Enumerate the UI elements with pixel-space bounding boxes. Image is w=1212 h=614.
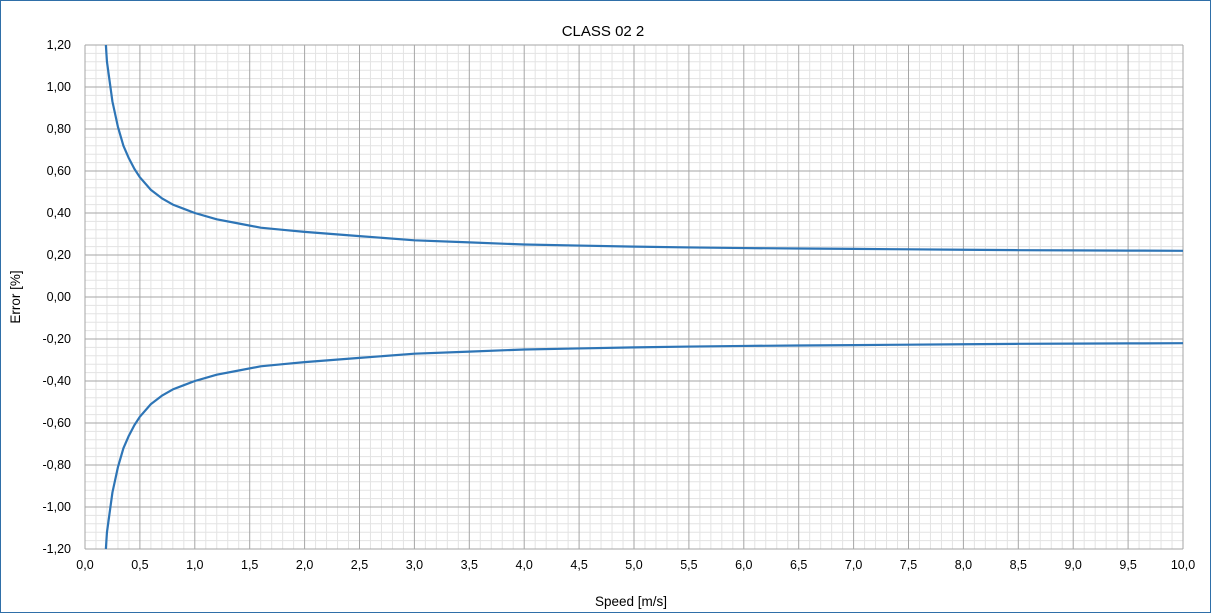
series-line-2: [104, 342, 1184, 550]
x-tick-label: 10,0: [1171, 558, 1195, 572]
x-tick-label: 4,5: [570, 558, 587, 572]
x-tick-label: 2,0: [296, 558, 313, 572]
x-tick-label: 0,5: [131, 558, 148, 572]
x-tick-label: 4,0: [516, 558, 533, 572]
x-tick-label: 9,0: [1065, 558, 1082, 572]
y-tick-label: 0,80: [47, 122, 71, 136]
x-tick-label: 0,0: [76, 558, 93, 572]
x-tick-label: 2,5: [351, 558, 368, 572]
y-tick-label: -1,00: [43, 500, 72, 514]
y-tick-label: 1,20: [47, 38, 71, 52]
x-tick-label: 6,0: [735, 558, 752, 572]
x-tick-label: 9,5: [1119, 558, 1136, 572]
x-tick-label: 1,0: [186, 558, 203, 572]
y-tick-label: -0,80: [43, 458, 72, 472]
y-tick-label: -1,20: [43, 542, 72, 556]
x-tick-label: 7,0: [845, 558, 862, 572]
x-tick-label: 3,5: [461, 558, 478, 572]
y-tick-label: 0,20: [47, 248, 71, 262]
x-tick-label: 5,0: [625, 558, 642, 572]
y-tick-label: 1,00: [47, 80, 71, 94]
major-grid: [84, 44, 1184, 550]
x-tick-label: 8,0: [955, 558, 972, 572]
x-tick-label: 5,5: [680, 558, 697, 572]
x-axis-label: Speed [m/s]: [595, 594, 667, 609]
chart-title: CLASS 02 2: [562, 23, 645, 40]
series-line-1: [104, 44, 1184, 252]
y-tick-label: -0,60: [43, 416, 72, 430]
x-tick-label: 8,5: [1010, 558, 1027, 572]
y-tick-label: 0,40: [47, 206, 71, 220]
y-tick-labels: 1,20 1,00 0,80 0,60 0,40 0,20 0,00 -0,20 -0,40 -0…: [43, 38, 72, 556]
y-tick-label: 0,00: [47, 290, 71, 304]
y-axis-label: Error [%]: [8, 270, 23, 323]
x-tick-label: 1,5: [241, 558, 258, 572]
x-tick-labels: 0,0 0,5 1,0 1,5 2,0 2,5 3,0 3,5 4,0 4,5 5,0 5,5 6,0 6…: [76, 558, 1195, 572]
y-tick-label: -0,20: [43, 332, 72, 346]
x-tick-label: 7,5: [900, 558, 917, 572]
y-tick-label: 0,60: [47, 164, 71, 178]
x-tick-label: 6,5: [790, 558, 807, 572]
y-tick-label: -0,40: [43, 374, 72, 388]
series-layer: [104, 44, 1184, 550]
x-tick-label: 3,0: [406, 558, 423, 572]
